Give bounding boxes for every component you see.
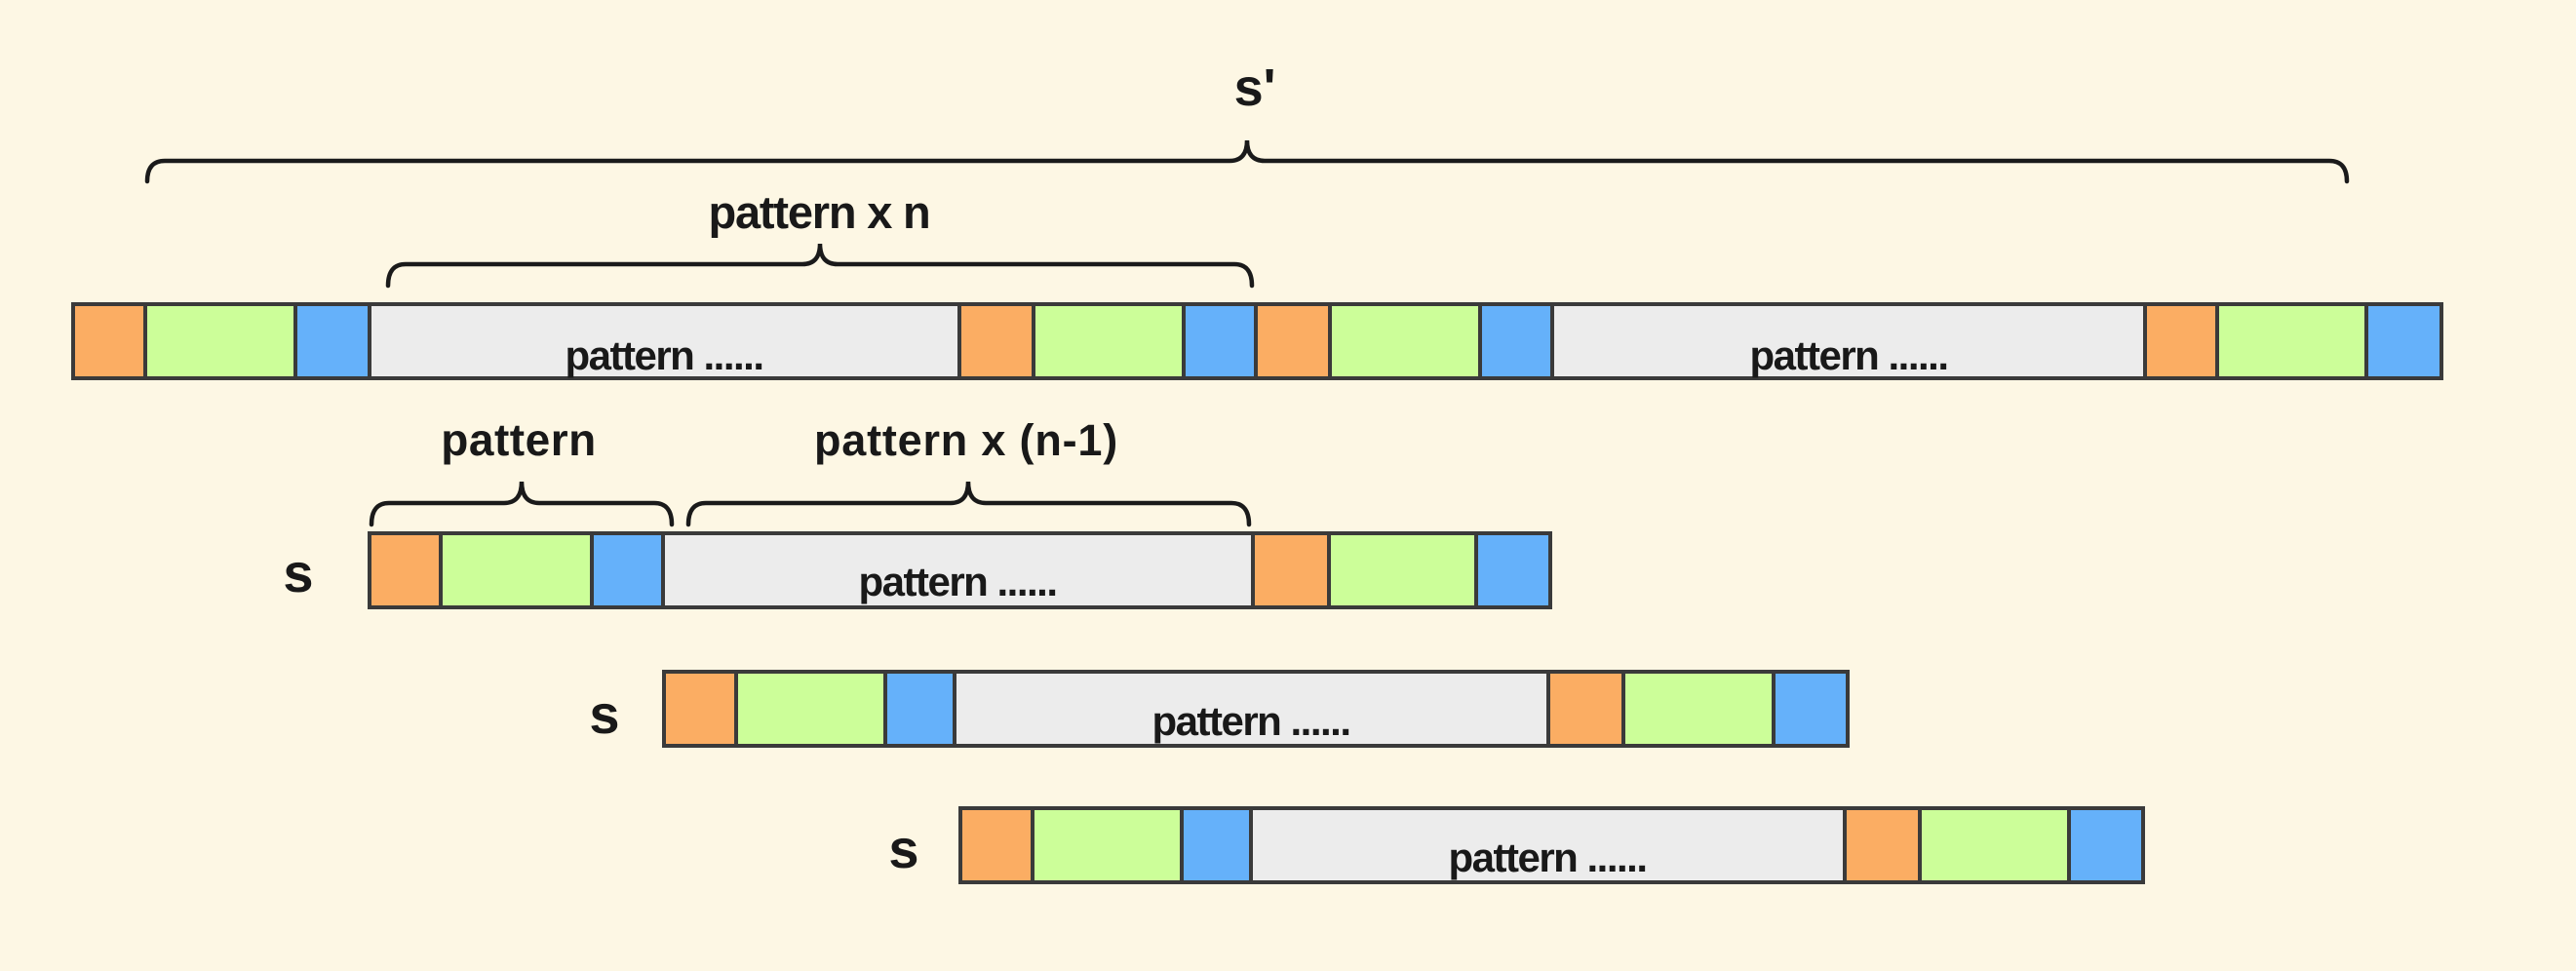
svg-text:pattern ......: pattern ...... [1151,698,1349,744]
svg-text:pattern x n: pattern x n [708,186,929,238]
svg-text:pattern x (n-1): pattern x (n-1) [814,415,1118,465]
svg-text:pattern ......: pattern ...... [1448,835,1646,880]
svg-text:s': s' [1234,58,1276,117]
svg-text:s: s [283,542,313,603]
svg-text:pattern: pattern [441,414,596,465]
svg-text:pattern ......: pattern ...... [858,559,1056,604]
svg-text:s: s [888,818,918,879]
svg-text:pattern ......: pattern ...... [1749,332,1947,378]
svg-text:s: s [589,683,619,745]
svg-text:pattern ......: pattern ...... [565,332,762,378]
